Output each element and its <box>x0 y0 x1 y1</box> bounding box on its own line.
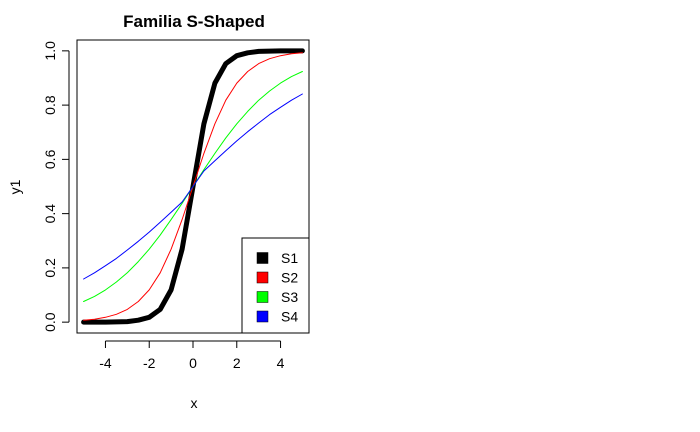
x-axis-label: x <box>191 395 198 411</box>
x-tick-label: -2 <box>143 355 156 371</box>
series-line-s4 <box>83 93 303 280</box>
x-axis: -4 -2 0 2 4 <box>99 340 285 371</box>
y-tick-label: 0.4 <box>42 204 58 224</box>
plot-frame <box>76 39 310 334</box>
y-tick-label: 0.8 <box>42 95 58 115</box>
y-tick-label: 1.0 <box>42 41 58 61</box>
x-tick-label: 2 <box>233 355 241 371</box>
legend: S1 S2 S3 S4 <box>241 237 310 334</box>
x-tick-label: 4 <box>277 355 285 371</box>
legend-swatch <box>256 252 269 264</box>
x-tick-label: 0 <box>189 355 197 371</box>
y-tick-label: 0.6 <box>42 149 58 169</box>
legend-swatch <box>256 291 269 303</box>
legend-box <box>241 237 310 334</box>
chart-title: Familia S-Shaped <box>123 12 265 31</box>
series-layer <box>81 48 305 325</box>
y-axis: 0.0 0.2 0.4 0.6 0.8 1.0 <box>42 41 70 332</box>
legend-label: S2 <box>281 270 298 286</box>
legend-label: S3 <box>281 289 298 305</box>
y-axis-label: y1 <box>7 179 23 194</box>
legend-swatch <box>256 310 269 323</box>
y-tick-label: 0.2 <box>42 258 58 278</box>
y-tick-label: 0.0 <box>42 312 58 332</box>
x-tick-label: -4 <box>99 355 112 371</box>
legend-label: S4 <box>281 309 298 325</box>
legend-swatch <box>256 271 269 284</box>
legend-label: S1 <box>281 250 298 266</box>
